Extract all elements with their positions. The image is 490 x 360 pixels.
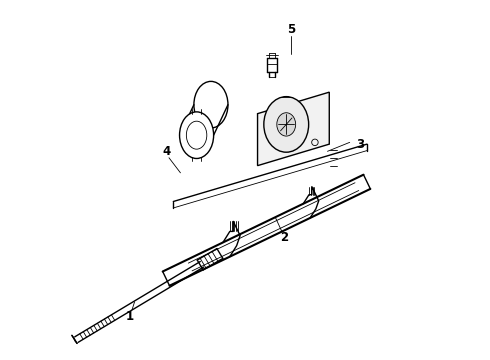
Ellipse shape <box>194 81 228 128</box>
Text: 4: 4 <box>162 145 170 158</box>
Text: 2: 2 <box>280 231 289 244</box>
Ellipse shape <box>277 113 295 136</box>
Text: 1: 1 <box>126 310 134 323</box>
Text: 5: 5 <box>288 23 296 36</box>
Ellipse shape <box>186 121 207 149</box>
Polygon shape <box>258 92 329 166</box>
Ellipse shape <box>179 112 214 158</box>
Text: 3: 3 <box>356 138 364 150</box>
Ellipse shape <box>264 96 309 152</box>
